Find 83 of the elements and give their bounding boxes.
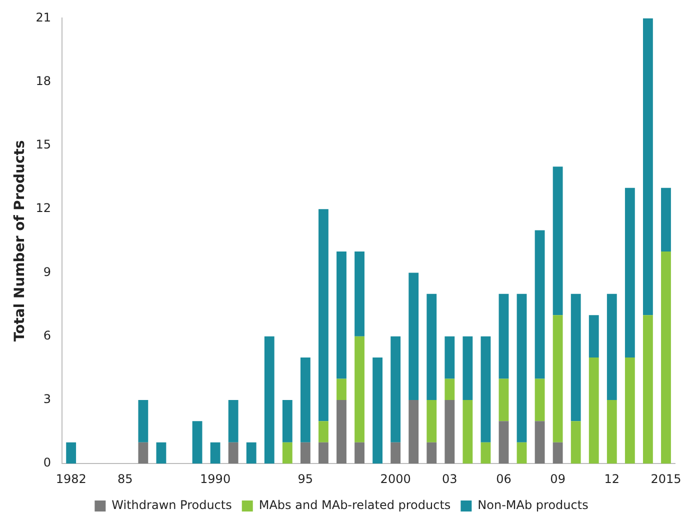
bar	[570, 421, 581, 464]
bar	[426, 442, 437, 464]
bar	[624, 358, 635, 464]
bar	[282, 400, 292, 442]
bar	[516, 442, 527, 464]
bar	[408, 400, 419, 464]
x-tick-label: 85	[118, 472, 133, 486]
bar	[264, 336, 274, 464]
bar	[462, 336, 473, 400]
bar	[138, 442, 148, 464]
y-tick-label: 9	[43, 264, 52, 279]
bar	[516, 294, 527, 442]
bar	[354, 336, 364, 442]
bar	[498, 294, 509, 379]
bar	[498, 378, 509, 422]
bar	[300, 442, 310, 464]
bar	[372, 358, 383, 464]
bar	[444, 400, 455, 464]
x-tick-label: 03	[442, 472, 458, 486]
bar	[534, 230, 545, 379]
bar	[228, 400, 238, 442]
x-tick-label: 2000	[380, 472, 411, 486]
y-tick-label: 12	[36, 201, 52, 216]
legend-label: MAbs and MAb-related products	[258, 498, 451, 512]
x-tick-label: 1982	[56, 472, 86, 486]
y-tick-label: 3	[43, 392, 52, 406]
bar	[354, 252, 364, 336]
bar	[534, 378, 545, 422]
bar	[282, 442, 292, 464]
bar	[444, 336, 455, 379]
bar	[624, 188, 635, 358]
bar	[643, 315, 653, 464]
bar	[570, 294, 581, 422]
bar	[588, 358, 599, 464]
bar	[552, 166, 563, 316]
bar	[606, 400, 617, 464]
y-tick-label: 0	[43, 456, 52, 470]
bar	[534, 421, 545, 464]
bar	[228, 442, 238, 464]
bar	[462, 400, 473, 464]
x-tick-label: 2015	[650, 472, 682, 486]
bar	[426, 400, 437, 442]
bar	[210, 442, 220, 464]
bar	[318, 209, 328, 422]
legend-label: Withdrawn Products	[112, 498, 232, 512]
bar	[661, 252, 671, 464]
bar	[408, 272, 419, 400]
y-tick-label: 18	[36, 74, 52, 88]
bar	[66, 442, 76, 464]
x-tick-label: 95	[298, 472, 314, 486]
bar	[661, 188, 671, 252]
x-tick-label: 09	[550, 472, 566, 486]
bar	[300, 358, 310, 442]
bar	[480, 442, 491, 464]
bar	[444, 378, 455, 400]
bar	[318, 421, 328, 442]
bar	[426, 294, 437, 400]
y-tick-label: 15	[36, 138, 52, 152]
bar	[588, 315, 599, 358]
bar	[138, 400, 148, 442]
x-tick-label: 1990	[200, 472, 231, 486]
bar	[156, 442, 166, 464]
bar	[336, 400, 346, 464]
bar	[246, 442, 256, 464]
y-axis-title: Total Number of Products	[12, 140, 28, 342]
bar	[606, 294, 617, 400]
bar	[552, 315, 563, 442]
x-tick-label: 12	[604, 472, 620, 486]
y-tick-label: 6	[43, 328, 52, 342]
bar	[390, 336, 401, 442]
bar	[552, 442, 563, 464]
bar	[498, 421, 509, 464]
x-tick-label: 06	[496, 472, 512, 486]
bar	[480, 336, 491, 442]
bar	[643, 18, 653, 316]
y-tick-label: 21	[36, 10, 52, 24]
bar	[354, 442, 364, 464]
bar	[336, 378, 346, 400]
bar	[336, 252, 346, 379]
bar	[390, 442, 401, 464]
bar	[192, 421, 202, 464]
bar	[318, 442, 328, 464]
legend-label: Non-MAb products	[478, 498, 588, 512]
